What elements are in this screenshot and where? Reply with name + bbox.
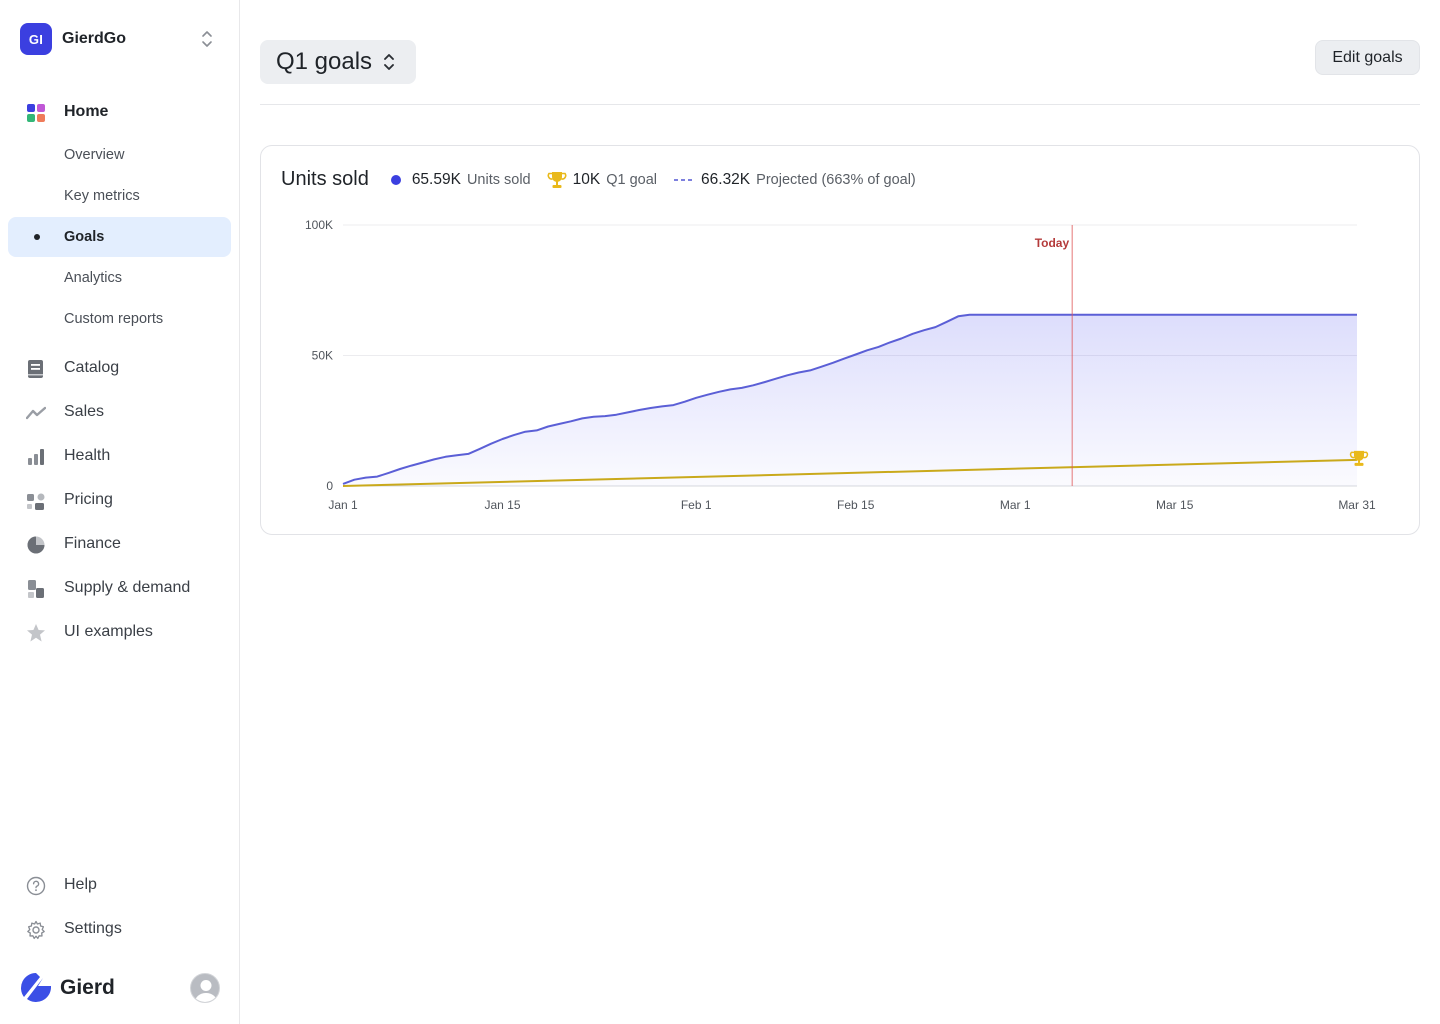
- avatar[interactable]: [190, 973, 220, 1003]
- q1-goal-line: [342, 458, 1358, 487]
- chart-title: Units sold: [281, 168, 369, 190]
- y-tick-label: 50K: [312, 349, 333, 363]
- period-selector[interactable]: Q1 goals: [260, 40, 416, 84]
- main-content: Q1 goals Edit goals Units sold 65.59K Un…: [240, 0, 1440, 1024]
- edit-goals-button[interactable]: Edit goals: [1315, 40, 1420, 75]
- units-sold-chart: 0 50K 100K Jan 1 Jan 15 Feb 1 Feb 15 Mar 1 Mar 1…: [305, 218, 1376, 512]
- bar-chart-icon: [28, 449, 44, 465]
- nav-health[interactable]: Health: [8, 436, 231, 476]
- nav-sub-label: Goals: [64, 229, 105, 245]
- divider: [260, 104, 1420, 105]
- legend-value: 10K: [572, 170, 601, 188]
- nav-label: Settings: [64, 920, 122, 937]
- today-label: Today: [1035, 236, 1070, 250]
- nav-sub-label: Analytics: [64, 270, 123, 286]
- nav-sub-custom-reports[interactable]: Custom reports: [8, 299, 231, 339]
- nav-ui-examples[interactable]: UI examples: [8, 612, 231, 652]
- nav-label: Sales: [64, 403, 105, 420]
- legend-units-sold: 65.59K Units sold: [390, 170, 531, 189]
- star-icon: [27, 624, 45, 642]
- shapes-icon: [27, 493, 45, 510]
- x-tick-label: Mar 31: [1338, 498, 1376, 512]
- nav-supply-demand[interactable]: Supply & demand: [8, 568, 231, 608]
- nav-home[interactable]: Home: [8, 92, 231, 132]
- x-tick-label: Mar 15: [1156, 498, 1194, 512]
- trend-icon: [26, 406, 46, 420]
- nav-sub-overview[interactable]: Overview: [8, 135, 231, 175]
- book-icon: [28, 360, 43, 378]
- chevron-up-down-icon: [202, 31, 212, 47]
- nav-help[interactable]: Help: [8, 865, 231, 905]
- legend-name: Projected (663% of goal): [756, 171, 916, 188]
- chart-header: Units sold 65.59K Units sold 10K Q1 goal: [281, 168, 932, 191]
- x-tick-label: Jan 15: [484, 498, 520, 512]
- legend-projected: 66.32K Projected (663% of goal): [673, 171, 916, 189]
- trophy-icon: [547, 171, 567, 188]
- legend-name: Q1 goal: [606, 171, 658, 188]
- x-tick-label: Mar 1: [1000, 498, 1031, 512]
- units-sold-line: [342, 313, 1357, 485]
- pie-icon: [27, 536, 45, 554]
- nav-sub-analytics[interactable]: Analytics: [8, 258, 231, 298]
- y-tick-label: 0: [326, 479, 333, 493]
- gierd-logo-icon: [20, 973, 51, 1003]
- legend-q1-goal: 10K Q1 goal: [547, 170, 657, 190]
- legend-value: 66.32K: [701, 170, 751, 188]
- dashed-line-icon: [674, 178, 695, 181]
- boxes-icon: [28, 580, 44, 598]
- nav-label: Pricing: [64, 491, 113, 508]
- x-tick-label: Jan 1: [328, 498, 358, 512]
- units-sold-area: [343, 314, 1357, 486]
- nav-label: Help: [64, 876, 97, 893]
- nav-home-label: Home: [64, 103, 109, 120]
- legend-value: 65.59K: [411, 170, 461, 188]
- workspace-name: GierdGo: [62, 30, 127, 47]
- nav-label: Catalog: [64, 359, 120, 376]
- nav-sub-label: Overview: [64, 147, 125, 163]
- nav-label: UI examples: [64, 623, 153, 640]
- nav-sub-label: Custom reports: [64, 311, 164, 327]
- legend-dot: [390, 174, 401, 185]
- sidebar: GI GierdGo Home Overview Key metrics Goa…: [0, 0, 240, 1024]
- units-sold-card: Units sold 65.59K Units sold 10K Q1 goal: [260, 145, 1420, 535]
- legend-name: Units sold: [466, 171, 531, 188]
- workspace-switcher[interactable]: GI GierdGo: [20, 23, 220, 55]
- help-icon: [26, 876, 46, 896]
- nav-sales[interactable]: Sales: [8, 392, 231, 432]
- nav-sub-label: Key metrics: [64, 188, 140, 204]
- active-dot: [34, 234, 40, 240]
- nav-label: Supply & demand: [64, 579, 191, 596]
- nav-label: Health: [64, 447, 111, 464]
- y-tick-label: 100K: [305, 218, 333, 232]
- nav-sub-goals[interactable]: Goals: [8, 217, 231, 257]
- period-label: Q1 goals: [276, 48, 373, 75]
- gear-icon: [27, 920, 45, 940]
- brand: Gierd: [20, 972, 115, 1004]
- brand-name: Gierd: [60, 976, 115, 999]
- user-icon: [195, 980, 217, 1002]
- nav-settings[interactable]: Settings: [8, 909, 231, 949]
- grid-icon: [27, 104, 45, 122]
- nav-pricing[interactable]: Pricing: [8, 480, 231, 520]
- x-tick-label: Feb 15: [837, 498, 875, 512]
- trophy-icon: [1349, 450, 1369, 466]
- x-tick-label: Feb 1: [681, 498, 712, 512]
- nav-sub-key-metrics[interactable]: Key metrics: [8, 176, 231, 216]
- nav-finance[interactable]: Finance: [8, 524, 231, 564]
- chevron-up-down-icon: [384, 54, 394, 70]
- nav-catalog[interactable]: Catalog: [8, 348, 231, 388]
- nav-label: Finance: [64, 535, 121, 552]
- workspace-badge: GI: [20, 23, 52, 55]
